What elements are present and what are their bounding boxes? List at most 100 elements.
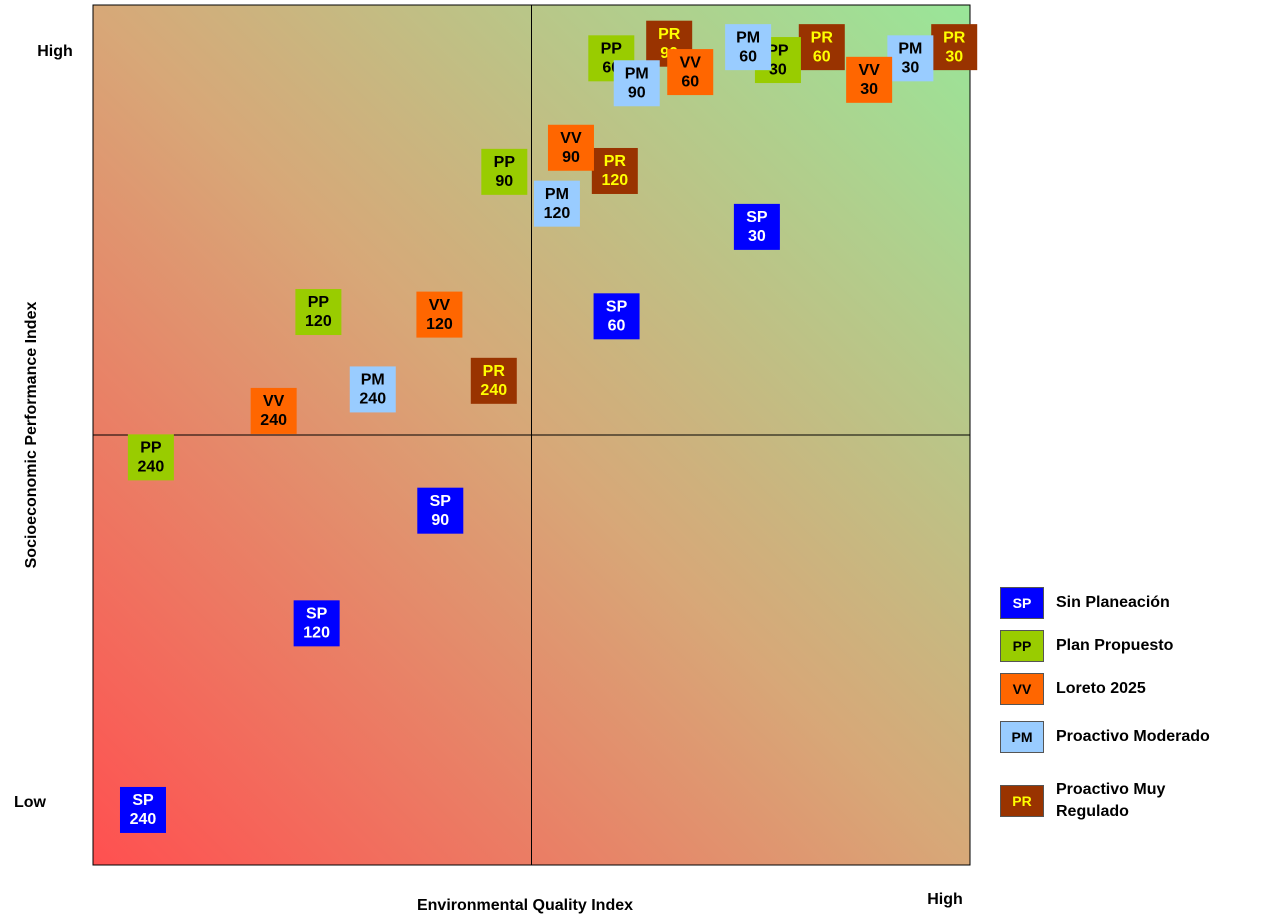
- point-marker: [416, 291, 463, 338]
- legend-label: Proactivo Muy Regulado: [1056, 781, 1166, 820]
- point-code: SP: [606, 299, 628, 316]
- point-code: PR: [811, 29, 834, 46]
- point-marker: [591, 147, 638, 194]
- point: PM 90: [613, 60, 660, 107]
- point-label: 60: [681, 73, 699, 90]
- point-label: 240: [138, 459, 165, 476]
- point-label: 30: [769, 61, 787, 78]
- legend-entry: PR Proactivo Muy Regulado: [1000, 779, 1196, 823]
- point-label: 90: [431, 512, 449, 529]
- point: SP 60: [593, 293, 640, 340]
- point-label: 30: [901, 60, 919, 77]
- y-tick-label: Low: [14, 794, 47, 811]
- point-marker: [931, 24, 978, 71]
- point: SP 30: [733, 203, 780, 250]
- point: PM 30: [887, 35, 934, 82]
- point-code: PP: [494, 154, 516, 171]
- point: PP 120: [295, 289, 342, 336]
- point-label: 120: [544, 205, 571, 222]
- point-label: 90: [495, 173, 513, 190]
- point: VV 90: [547, 124, 594, 171]
- point: VV 120: [416, 291, 463, 338]
- legend-swatch: PP: [1000, 630, 1044, 662]
- point-marker: [417, 487, 464, 534]
- point: PR 120: [591, 147, 638, 194]
- x-axis-title: Environmental Quality Index: [417, 897, 633, 914]
- point: SP 90: [417, 487, 464, 534]
- point-code: VV: [680, 54, 702, 71]
- point-label: 240: [260, 412, 287, 429]
- legend-entry: PM Proactivo Moderado: [1000, 721, 1256, 753]
- point-marker: [293, 600, 340, 647]
- legend-label: Proactivo Moderado: [1056, 728, 1210, 745]
- point-code: SP: [430, 493, 452, 510]
- point: PM 120: [533, 180, 580, 227]
- legend-entry: PP Plan Propuesto: [1000, 630, 1256, 662]
- point-code: VV: [560, 130, 582, 147]
- point-label: 30: [860, 81, 878, 98]
- x-tick-label: High: [927, 891, 963, 908]
- point-label: 120: [426, 316, 453, 333]
- point: PM 60: [725, 24, 772, 71]
- point-label: 120: [303, 625, 330, 642]
- point: VV 240: [250, 387, 297, 434]
- legend-label: Plan Propuesto: [1056, 637, 1174, 654]
- point: PR 60: [798, 24, 845, 71]
- point-marker: [481, 148, 528, 195]
- point-code: PP: [308, 294, 330, 311]
- point-label: 60: [813, 48, 831, 65]
- point-marker: [593, 293, 640, 340]
- point-code: PM: [898, 41, 922, 58]
- point-marker: [295, 289, 342, 336]
- point-marker: [798, 24, 845, 71]
- point-marker: [349, 366, 396, 413]
- legend-swatch: SP: [1000, 587, 1044, 619]
- point: PM 240: [349, 366, 396, 413]
- point: PP 240: [127, 434, 174, 481]
- point-code: PR: [604, 153, 627, 170]
- point: PR 30: [931, 24, 978, 71]
- legend-swatch: PR: [1000, 785, 1044, 817]
- point-label: 60: [739, 48, 757, 65]
- legend-label: Sin Planeación: [1056, 594, 1170, 611]
- point-label: 120: [601, 172, 628, 189]
- point-marker: [613, 60, 660, 107]
- point-code: PP: [767, 42, 789, 59]
- point-code: PR: [943, 29, 966, 46]
- point-marker: [887, 35, 934, 82]
- point: VV 60: [667, 49, 714, 96]
- legend-swatch: VV: [1000, 673, 1044, 705]
- point-label: 240: [480, 382, 507, 399]
- point-code: PR: [658, 26, 681, 43]
- point-code: PM: [736, 29, 760, 46]
- point-code: PM: [625, 65, 649, 82]
- point-label: 240: [359, 391, 386, 408]
- point-marker: [547, 124, 594, 171]
- point-marker: [119, 786, 166, 833]
- point-label: 90: [562, 149, 580, 166]
- point-code: VV: [858, 62, 880, 79]
- point-code: SP: [132, 792, 154, 809]
- point-code: PR: [483, 363, 506, 380]
- point-marker: [733, 203, 780, 250]
- y-axis-title: Socioeconomic Performance Index: [23, 302, 40, 569]
- point-marker: [725, 24, 772, 71]
- point-marker: [846, 56, 893, 103]
- point-label: 30: [945, 48, 963, 65]
- y-tick-label: High: [37, 43, 73, 60]
- point-code: SP: [746, 209, 768, 226]
- point-marker: [250, 387, 297, 434]
- point-code: VV: [429, 297, 451, 314]
- point-label: 30: [748, 228, 766, 245]
- point-marker: [470, 357, 517, 404]
- point: SP 240: [119, 786, 166, 833]
- point-marker: [127, 434, 174, 481]
- point-label: 240: [130, 811, 157, 828]
- point-label: 60: [608, 318, 626, 335]
- point: PR 240: [470, 357, 517, 404]
- legend-label: Loreto 2025: [1056, 680, 1146, 697]
- point-marker: [533, 180, 580, 227]
- legend-entry: SP Sin Planeación: [1000, 587, 1256, 619]
